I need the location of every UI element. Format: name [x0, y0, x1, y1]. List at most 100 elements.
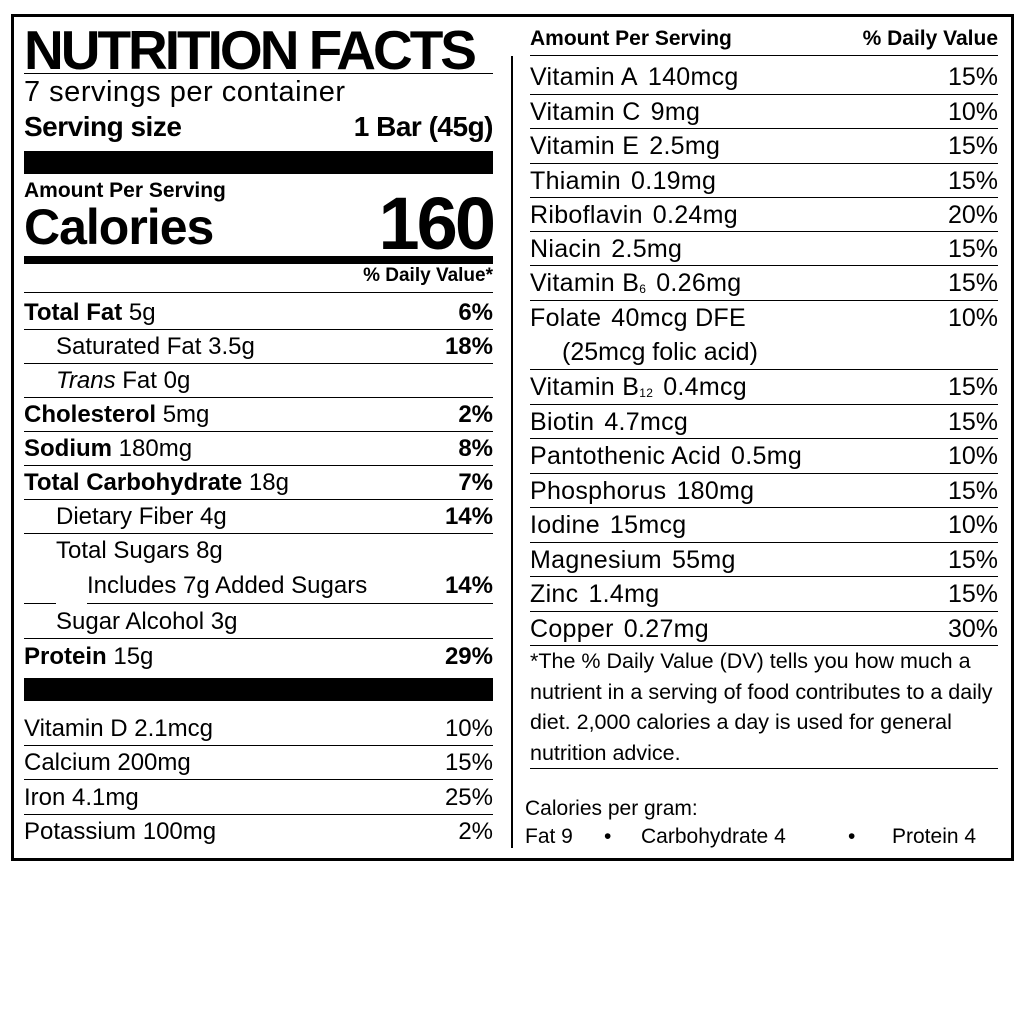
vitamin-row-phosphorus: Phosphorus 180mg 15%	[530, 474, 998, 508]
nutrient-amount: 4g	[200, 503, 227, 530]
nutrient-row-saturated-fat: Saturated Fat 3.5g 18%	[24, 330, 493, 364]
nutrient-dv: 14%	[444, 572, 493, 599]
nutrient-amount: 15mcg	[609, 511, 687, 539]
calories-per-gram-carbohydrate: Carbohydrate 4	[641, 825, 786, 848]
calories-label: Calories	[24, 199, 214, 255]
column-separator	[511, 56, 513, 848]
nutrient-dv: 15%	[947, 235, 998, 263]
nutrient-dv: 10%	[444, 715, 493, 742]
nutrient-dv: 15%	[947, 63, 998, 91]
nutrient-amount: 40mcg DFE	[611, 304, 746, 332]
calories-per-gram-label: Calories per gram:	[525, 797, 698, 820]
serving-size-value: 1 Bar (45g)	[353, 111, 494, 142]
nutrient-dv: 15%	[444, 749, 493, 776]
nutrient-name: Saturated Fat	[56, 333, 202, 360]
vitamin-row-vitamin-b12: Vitamin B12 0.4mcg 15%	[530, 370, 998, 405]
nutrient-name: Thiamin	[530, 167, 622, 195]
nutrient-dv: 8%	[458, 435, 493, 462]
nutrient-subscript: 6	[639, 282, 647, 296]
nutrient-name: Vitamin B	[530, 373, 640, 401]
nutrient-row-sugar-alcohol: Sugar Alcohol 3g	[24, 605, 493, 639]
nutrient-name: Vitamin A	[530, 63, 638, 91]
nutrient-row-protein: Protein 15g 29%	[24, 640, 493, 674]
calories-per-gram-protein: Protein 4	[892, 825, 977, 848]
nutrient-dv: 7%	[458, 469, 493, 496]
nutrient-name: Folate	[530, 304, 602, 332]
nutrient-amount: 0.24mg	[652, 201, 738, 229]
nutrient-amount: 9mg	[650, 98, 701, 126]
nutrient-name: Vitamin B	[530, 269, 640, 297]
nutrient-name: Iron	[24, 784, 66, 811]
nutrient-name: Trans	[56, 367, 116, 394]
nutrient-name: Vitamin D	[24, 715, 128, 742]
nutrient-name-suffix: Fat	[122, 367, 157, 394]
nutrient-name: Vitamin C	[530, 98, 641, 126]
nutrient-dv: 15%	[947, 580, 998, 608]
nutrient-name: Total Carbohydrate	[24, 469, 243, 496]
nutrient-amount: 4.7mcg	[604, 408, 689, 436]
nutrient-amount: 2.1mcg	[134, 715, 213, 742]
nutrient-dv: 15%	[947, 269, 998, 297]
nutrient-name: Includes 7g Added Sugars	[87, 572, 368, 599]
vitamin-row-vitamin-c: Vitamin C 9mg 10%	[530, 95, 998, 129]
nutrient-dv: 10%	[947, 98, 998, 126]
nutrient-amount: 15g	[113, 643, 154, 670]
nutrient-name: Protein	[24, 643, 107, 670]
divider	[24, 292, 493, 293]
nutrient-name: Copper	[530, 615, 614, 643]
amount-per-serving: Amount Per Serving	[24, 179, 226, 202]
nutrient-amount: 4.1mg	[72, 784, 139, 811]
divider	[24, 603, 56, 604]
nutrient-row-cholesterol: Cholesterol 5mg 2%	[24, 398, 493, 432]
nutrient-dv: 15%	[947, 408, 998, 436]
nutrient-subscript: 12	[639, 386, 654, 400]
calories-per-gram-fat: Fat 9	[525, 825, 573, 848]
nutrient-amount: 200mg	[117, 749, 191, 776]
vitamin-row-vitamin-b6: Vitamin B6 0.26mg 15%	[530, 266, 998, 301]
nutrient-amount: 180mg	[676, 477, 755, 505]
bullet-icon: •	[848, 825, 856, 848]
vitamin-row-iodine: Iodine 15mcg 10%	[530, 508, 998, 543]
nutrient-dv: 15%	[947, 132, 998, 160]
nutrient-dv: 2%	[458, 401, 493, 428]
nutrient-amount: 5g	[128, 299, 156, 326]
medium-bar	[24, 256, 493, 264]
bullet-icon: •	[604, 825, 612, 848]
nutrient-name: Sodium	[24, 435, 112, 462]
nutrient-amount: 3g	[210, 608, 238, 635]
divider	[530, 768, 998, 769]
amount-per-serving: Amount Per Serving	[530, 27, 732, 50]
nutrient-name: Calcium	[24, 749, 111, 776]
nutrient-amount: 0.4mcg	[663, 373, 747, 401]
nutrient-name: Dietary Fiber	[56, 503, 194, 530]
vitamin-row-zinc: Zinc 1.4mg 15%	[530, 577, 998, 612]
nutrient-amount: 8g	[196, 537, 223, 564]
vitamin-row-copper: Copper 0.27mg 30%	[530, 612, 998, 646]
vitamin-row-folate: Folate 40mcg DFE (25mcg folic acid) 10%	[530, 301, 998, 370]
vitamin-row-riboflavin: Riboflavin 0.24mg 20%	[530, 198, 998, 232]
nutrient-name: Vitamin E	[530, 132, 640, 160]
nutrient-row-total-fat: Total Fat 5g 6%	[24, 296, 493, 330]
folic-acid-note: (25mcg folic acid)	[562, 338, 758, 366]
calories-value: 160	[378, 182, 496, 265]
vitamin-row-vitamin-d: Vitamin D 2.1mcg 10%	[24, 712, 493, 746]
nutrient-name: Sugar Alcohol	[56, 608, 205, 635]
nutrient-dv: 15%	[947, 477, 998, 505]
nutrient-row-sodium: Sodium 180mg 8%	[24, 432, 493, 466]
thick-bar	[24, 678, 493, 701]
daily-value-header: % Daily Value*	[363, 265, 493, 286]
nutrient-row-total-carbohydrate: Total Carbohydrate 18g 7%	[24, 466, 493, 500]
nutrient-dv: 20%	[947, 201, 998, 229]
nutrient-name: Riboflavin	[530, 201, 643, 229]
nutrient-amount: 0.26mg	[656, 269, 742, 297]
nutrient-amount: 5mg	[162, 401, 210, 428]
nutrient-dv: 10%	[947, 511, 998, 539]
nutrient-amount: 18g	[248, 469, 289, 496]
vitamin-row-potassium: Potassium 100mg 2%	[24, 815, 493, 849]
nutrient-amount: 55mg	[671, 546, 736, 574]
nutrient-name: Total Fat	[24, 299, 123, 326]
nutrient-name: Zinc	[530, 580, 579, 608]
nutrient-name: Potassium	[24, 818, 137, 845]
nutrient-amount: 0g	[163, 367, 191, 394]
nutrient-dv: 15%	[947, 546, 998, 574]
